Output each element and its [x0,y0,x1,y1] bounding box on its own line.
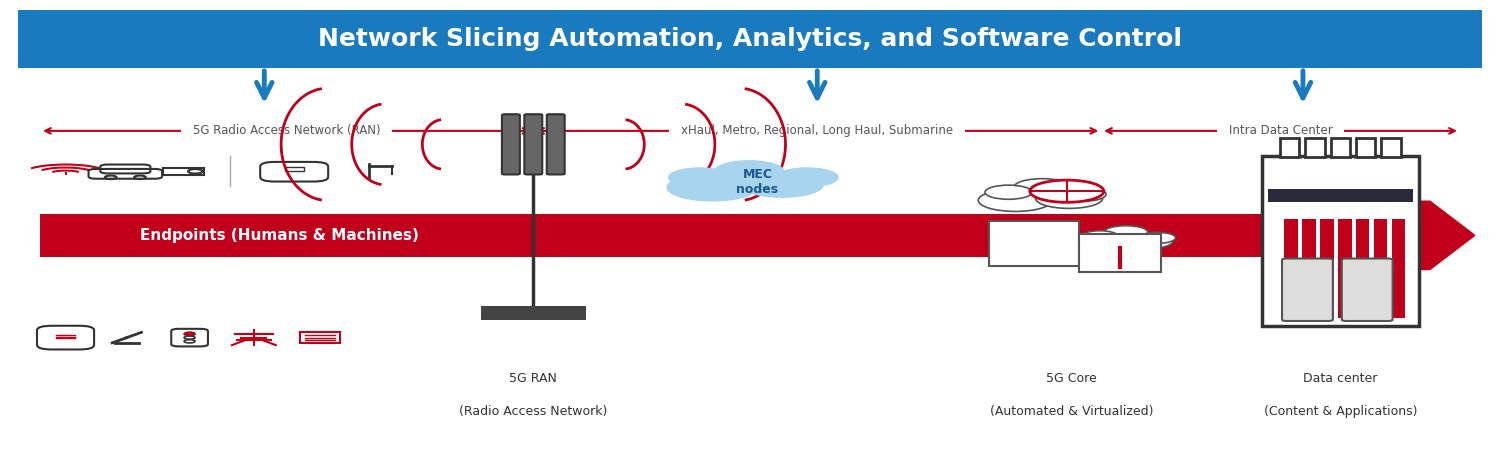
FancyBboxPatch shape [1284,219,1298,318]
Circle shape [1030,180,1104,202]
FancyBboxPatch shape [1262,156,1419,326]
FancyBboxPatch shape [1330,138,1350,157]
Circle shape [986,185,1032,199]
Circle shape [1082,231,1118,242]
FancyBboxPatch shape [1382,138,1401,157]
FancyBboxPatch shape [1374,219,1388,318]
Text: MEC
nodes: MEC nodes [736,168,778,196]
FancyBboxPatch shape [1305,138,1324,157]
FancyBboxPatch shape [548,114,564,174]
Circle shape [1014,179,1071,196]
Text: 5G RAN: 5G RAN [510,372,556,384]
Circle shape [714,161,784,182]
Circle shape [1059,187,1106,201]
FancyBboxPatch shape [1282,258,1334,321]
Text: (Radio Access Network): (Radio Access Network) [459,405,608,418]
FancyBboxPatch shape [1338,219,1352,318]
FancyBboxPatch shape [18,10,1482,68]
Circle shape [1120,233,1173,249]
FancyBboxPatch shape [1302,219,1316,318]
FancyBboxPatch shape [1268,189,1413,202]
Circle shape [669,168,730,187]
Circle shape [1076,234,1134,251]
Text: xHaul, Metro, Regional, Long Haul, Submarine: xHaul, Metro, Regional, Long Haul, Subma… [681,124,954,137]
FancyBboxPatch shape [1392,219,1406,318]
Circle shape [1035,188,1102,208]
Text: (Content & Applications): (Content & Applications) [1263,405,1418,418]
Text: (Automated & Virtualized): (Automated & Virtualized) [990,405,1154,418]
Circle shape [668,174,758,201]
FancyBboxPatch shape [1356,138,1376,157]
FancyBboxPatch shape [482,306,585,319]
FancyBboxPatch shape [1078,234,1161,273]
Text: 5G Radio Access Network (RAN): 5G Radio Access Network (RAN) [194,124,381,137]
FancyBboxPatch shape [503,114,520,174]
Text: Data center: Data center [1304,372,1377,384]
Circle shape [741,172,824,197]
Circle shape [1104,226,1148,239]
FancyBboxPatch shape [40,214,1414,257]
Text: 5G Core: 5G Core [1046,372,1096,384]
Text: Network Slicing Automation, Analytics, and Software Control: Network Slicing Automation, Analytics, a… [318,27,1182,51]
Circle shape [978,189,1053,212]
Circle shape [776,168,838,187]
FancyBboxPatch shape [1356,219,1370,318]
FancyBboxPatch shape [1320,219,1334,318]
FancyBboxPatch shape [525,114,543,174]
Text: Intra Data Center: Intra Data Center [1228,124,1332,137]
Circle shape [1138,233,1176,243]
FancyBboxPatch shape [1342,258,1392,321]
Circle shape [184,333,195,335]
FancyArrow shape [1414,201,1474,269]
FancyBboxPatch shape [988,221,1078,266]
FancyBboxPatch shape [1280,138,1299,157]
Text: Endpoints (Humans & Machines): Endpoints (Humans & Machines) [140,228,419,243]
